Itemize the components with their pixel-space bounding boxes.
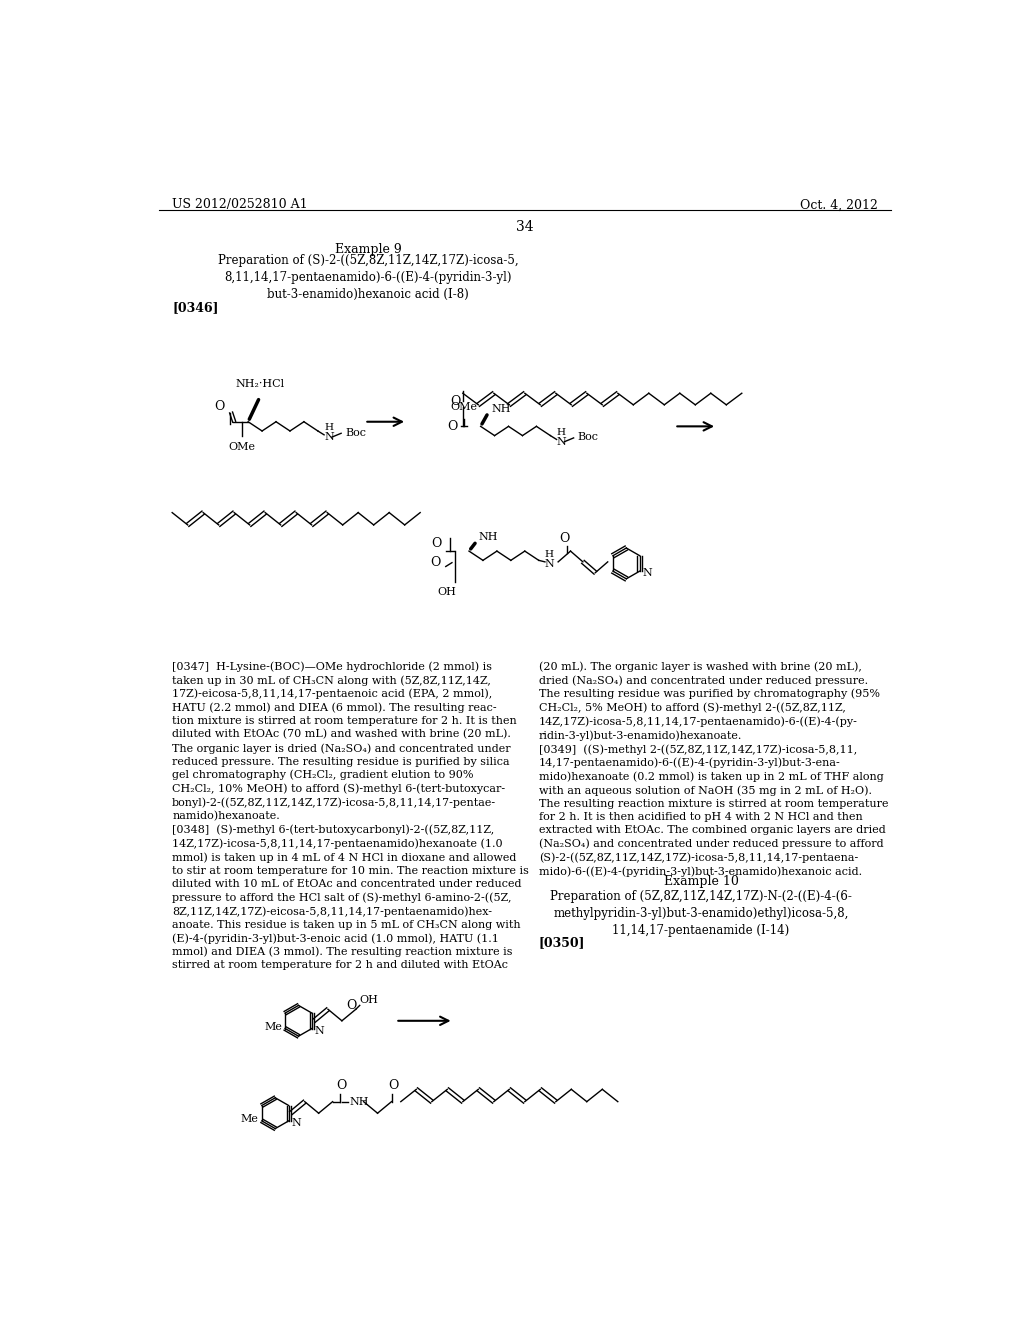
Text: 34: 34 <box>516 220 534 234</box>
Text: Example 10: Example 10 <box>664 875 738 887</box>
Text: NH: NH <box>492 404 511 413</box>
Text: N: N <box>643 568 652 578</box>
Text: O: O <box>346 998 356 1011</box>
Text: N: N <box>324 432 334 442</box>
Text: OMe: OMe <box>228 442 255 451</box>
Text: NH: NH <box>349 1097 369 1106</box>
Text: [0347]  H-Lysine-(BOC)—OMe hydrochloride (2 mmol) is
taken up in 30 mL of CH₃CN : [0347] H-Lysine-(BOC)—OMe hydrochloride … <box>172 661 529 970</box>
Text: O: O <box>388 1080 398 1093</box>
Text: O: O <box>447 420 458 433</box>
Text: N: N <box>557 437 566 446</box>
Text: Boc: Boc <box>345 428 366 437</box>
Text: H: H <box>324 424 333 433</box>
Text: Boc: Boc <box>578 432 598 442</box>
Text: H: H <box>557 428 565 437</box>
Text: [0350]: [0350] <box>539 936 586 949</box>
Text: Preparation of (5Z,8Z,11Z,14Z,17Z)-N-(2-((E)-4-(6-
methylpyridin-3-yl)but-3-enam: Preparation of (5Z,8Z,11Z,14Z,17Z)-N-(2-… <box>550 890 852 937</box>
Text: Example 9: Example 9 <box>335 243 401 256</box>
Text: NH: NH <box>478 532 498 543</box>
Text: O: O <box>431 537 442 550</box>
Text: (20 mL). The organic layer is washed with brine (20 mL),
dried (Na₂SO₄) and conc: (20 mL). The organic layer is washed wit… <box>539 661 888 876</box>
Text: N: N <box>314 1026 324 1036</box>
Text: N: N <box>291 1118 301 1129</box>
Text: O: O <box>337 1080 347 1093</box>
Text: Me: Me <box>264 1022 282 1032</box>
Text: Preparation of (S)-2-((5Z,8Z,11Z,14Z,17Z)-icosa-5,
8,11,14,17-pentaenamido)-6-((: Preparation of (S)-2-((5Z,8Z,11Z,14Z,17Z… <box>218 253 518 301</box>
Text: O: O <box>214 400 225 413</box>
Text: US 2012/0252810 A1: US 2012/0252810 A1 <box>172 198 308 211</box>
Text: [0346]: [0346] <box>172 302 219 314</box>
Text: O: O <box>559 532 569 545</box>
Text: N: N <box>545 560 555 569</box>
Text: O: O <box>451 395 461 408</box>
Text: Me: Me <box>241 1114 259 1125</box>
Text: OH: OH <box>438 586 457 597</box>
Text: NH₂·HCl: NH₂·HCl <box>236 379 285 389</box>
Text: Oct. 4, 2012: Oct. 4, 2012 <box>800 198 878 211</box>
Text: OH: OH <box>359 995 379 1006</box>
Text: OMe: OMe <box>451 403 477 412</box>
Text: O: O <box>431 556 441 569</box>
Text: H: H <box>545 550 554 560</box>
